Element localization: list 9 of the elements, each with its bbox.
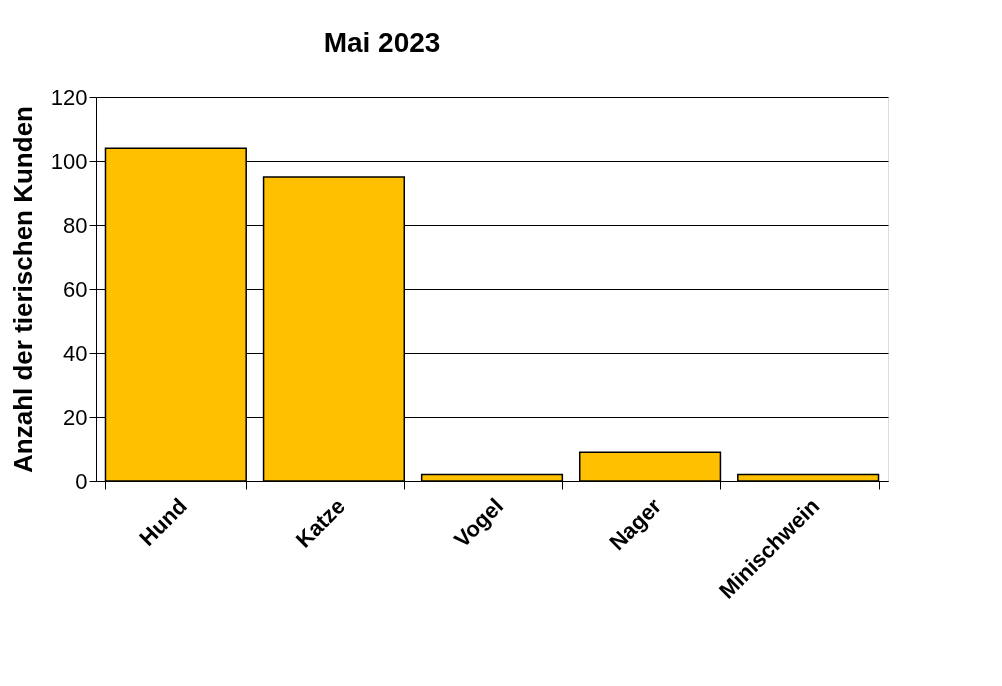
y-tick-label: 60 (63, 276, 88, 302)
y-tick-label: 100 (50, 148, 88, 174)
y-tick-label: 40 (63, 340, 88, 366)
y-tick-label: 0 (75, 468, 88, 494)
chart-title: Mai 2023 (323, 27, 441, 58)
y-tick-label: 120 (50, 84, 88, 110)
y-tick-label: 80 (63, 212, 88, 238)
y-axis-title: Anzahl der tierischen Kunden (7, 106, 38, 473)
y-tick-label: 20 (63, 404, 88, 430)
